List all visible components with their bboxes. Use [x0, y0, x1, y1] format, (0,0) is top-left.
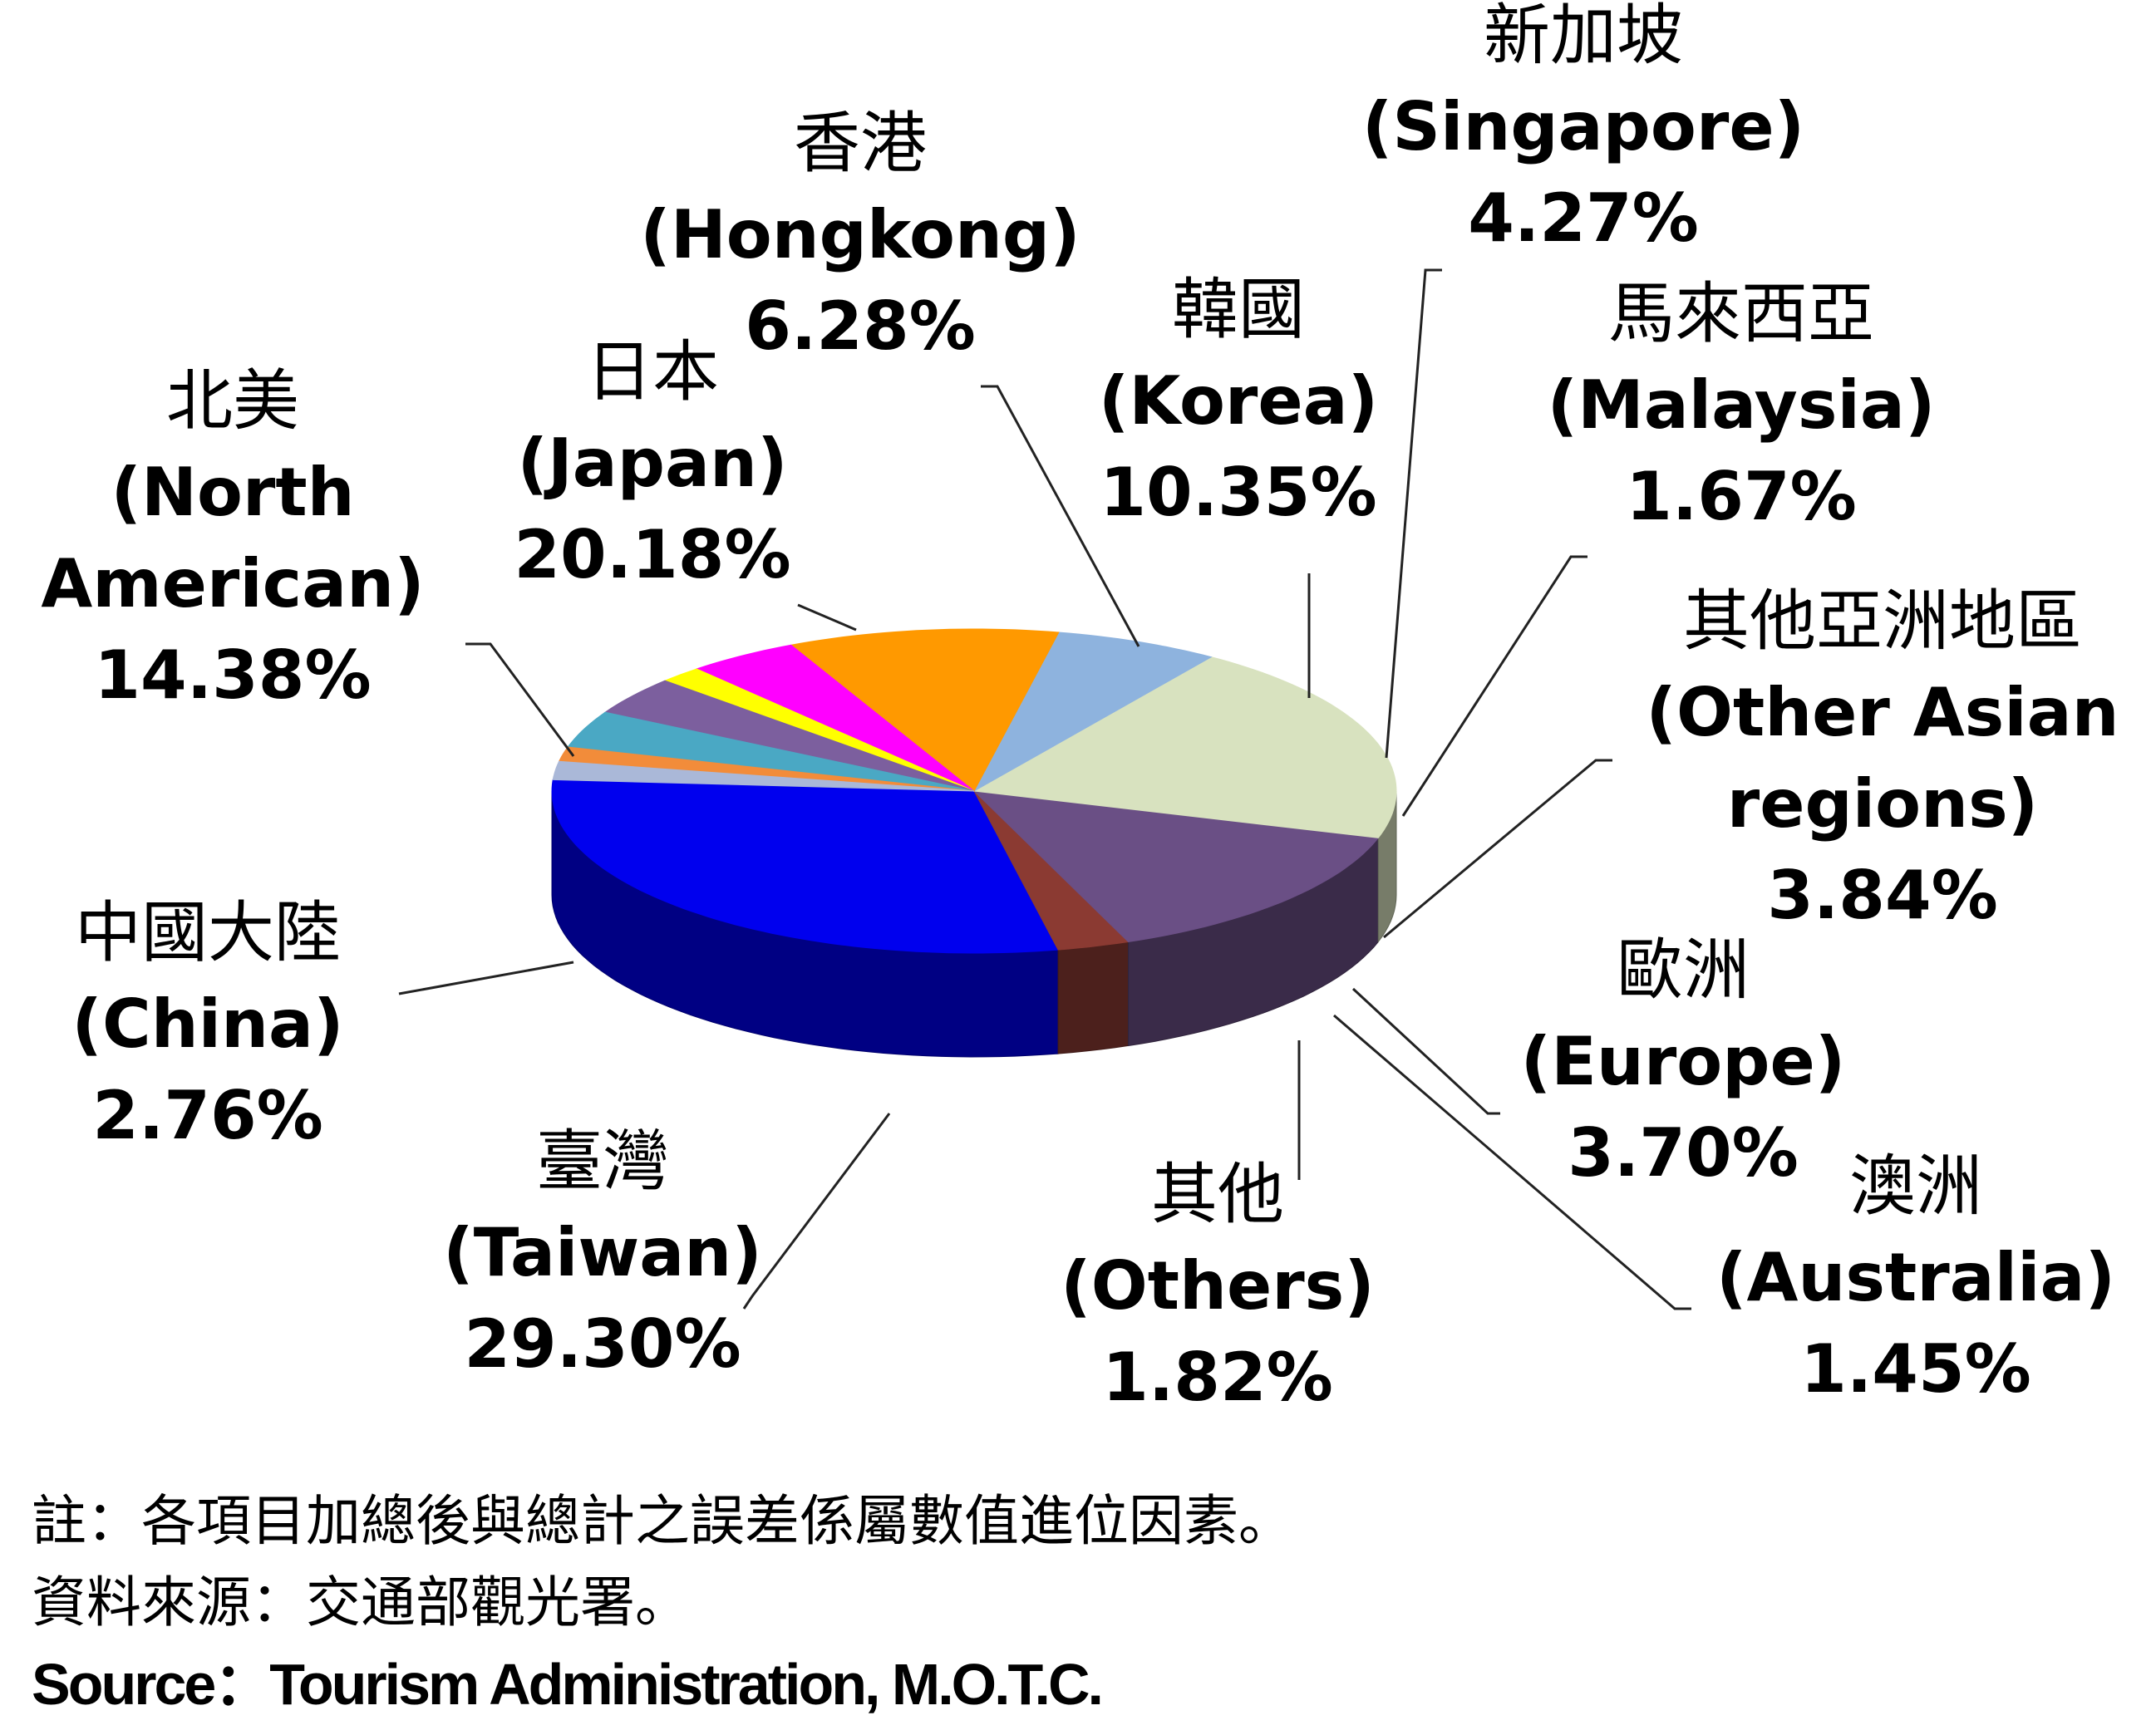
leader-north-american [465, 642, 575, 757]
side-china [1057, 941, 1129, 1054]
label-china: 中國大陸 (China) 2.76% [71, 894, 343, 1154]
name-zh-other-asian-regions: 其他亞洲地區 [1683, 582, 2082, 660]
leader-australia [1333, 1014, 1691, 1310]
footnotes: 註：各項目加總後與總計之誤差係屬數值進位因素。 資料來源：交通部觀光署。 Sou… [32, 1481, 1293, 1725]
pie-top-face [551, 628, 1397, 954]
name-en-australia: (Australia) [1716, 1239, 2115, 1316]
name-en-china: (China) [71, 985, 343, 1063]
leader-japan [797, 603, 857, 632]
name-zh-australia: 澳洲 [1849, 1148, 1982, 1225]
name-en-japan: (Japan) [517, 425, 787, 502]
leader-malaysia [1401, 555, 1587, 817]
value-label-north-american: 14.38% [94, 636, 371, 714]
name-zh-china: 中國大陸 [75, 894, 341, 971]
name-zh-taiwan: 臺灣 [536, 1123, 669, 1200]
source-en: Source：Tourism Administration, M.O.T.C. [32, 1652, 1104, 1717]
leader-lines [398, 268, 1691, 1310]
value-label-japan: 20.18% [514, 516, 790, 593]
label-singapore: 新加坡 (Singapore) 4.27% [1362, 0, 1804, 257]
slice-hongkong [972, 632, 1213, 793]
value-label-singapore: 4.27% [1468, 179, 1699, 257]
label-japan: 日本 (Japan) 20.18% [514, 333, 790, 593]
leader-singapore [1385, 268, 1442, 759]
name-zh-malaysia: 馬來西亞 [1608, 275, 1874, 352]
rounding-note: 註：各項目加總後與總計之誤差係屬數值進位因素。 [32, 1489, 1293, 1553]
value-label-china: 2.76% [92, 1077, 323, 1154]
label-korea: 韓國 (Korea) 10.35% [1099, 271, 1378, 531]
source-zh: 資料來源：交通部觀光署。 [32, 1570, 690, 1634]
slice-taiwan [551, 779, 1059, 954]
slice-china [973, 790, 1130, 951]
slice-malaysia [663, 668, 975, 792]
label-europe: 歐洲 (Europe) 3.70% [1521, 931, 1846, 1192]
slice-others [552, 760, 975, 792]
value-label-others: 1.82% [1102, 1339, 1333, 1416]
label-north-american: 北美 (North American) 14.38% [41, 362, 424, 714]
value-label-hongkong: 6.28% [745, 288, 976, 365]
name-en-taiwan: (Taiwan) [443, 1214, 762, 1291]
name-zh-japan: 日本 [586, 333, 719, 410]
name-en-1-other-asian-regions: (Other Asian [1646, 674, 2119, 751]
name-en-others: (Others) [1061, 1247, 1375, 1325]
label-hongkong: 香港 (Hongkong) 6.28% [640, 105, 1080, 365]
value-label-korea: 10.35% [1100, 454, 1376, 531]
name-zh-singapore: 新加坡 [1484, 0, 1683, 74]
name-zh-hongkong: 香港 [794, 105, 927, 182]
name-zh-north-american: 北美 [166, 362, 299, 440]
name-en-hongkong: (Hongkong) [640, 196, 1080, 273]
label-malaysia: 馬來西亞 (Malaysia) 1.67% [1548, 275, 1936, 535]
name-zh-others: 其他 [1151, 1156, 1284, 1233]
name-en-2-north-american: American) [41, 545, 424, 622]
name-en-malaysia: (Malaysia) [1548, 366, 1936, 444]
value-label-europe: 3.70% [1568, 1114, 1799, 1192]
name-zh-europe: 歐洲 [1617, 931, 1750, 1009]
name-en-korea: (Korea) [1099, 362, 1378, 440]
leader-europe [1351, 987, 1500, 1115]
leader-taiwan [742, 1113, 891, 1310]
slice-other-asian-regions [603, 680, 975, 792]
label-taiwan: 臺灣 (Taiwan) 29.30% [443, 1123, 762, 1383]
leader-other-asian-regions [1383, 759, 1612, 939]
value-label-australia: 1.45% [1800, 1330, 2031, 1408]
label-other-asian-regions: 其他亞洲地區 (Other Asian regions) 3.84% [1646, 582, 2119, 934]
name-en-1-north-american: (North [111, 454, 354, 531]
label-others: 其他 (Others) 1.82% [1061, 1156, 1375, 1416]
leader-china [398, 961, 574, 995]
name-en-singapore: (Singapore) [1362, 88, 1804, 165]
name-en-2-other-asian-regions: regions) [1727, 765, 2039, 843]
value-label-taiwan: 29.30% [464, 1305, 741, 1383]
slice-europe [567, 711, 975, 792]
name-en-europe: (Europe) [1521, 1023, 1846, 1100]
leader-hongkong [981, 385, 1140, 647]
slice-singapore [695, 644, 975, 792]
slice-labels: 臺灣 (Taiwan) 29.30% 中國大陸 (China) 2.76% 北美 (North… [41, 0, 2119, 1416]
value-label-malaysia: 1.67% [1626, 458, 1857, 535]
slice-korea [790, 628, 1060, 792]
pie-side-walls [551, 790, 1397, 1058]
slice-north-american [972, 790, 1380, 943]
name-zh-korea: 韓國 [1172, 271, 1305, 348]
label-australia: 澳洲 (Australia) 1.45% [1716, 1148, 2115, 1408]
value-label-other-asian-regions: 3.84% [1767, 857, 1998, 934]
slice-japan [972, 656, 1397, 838]
